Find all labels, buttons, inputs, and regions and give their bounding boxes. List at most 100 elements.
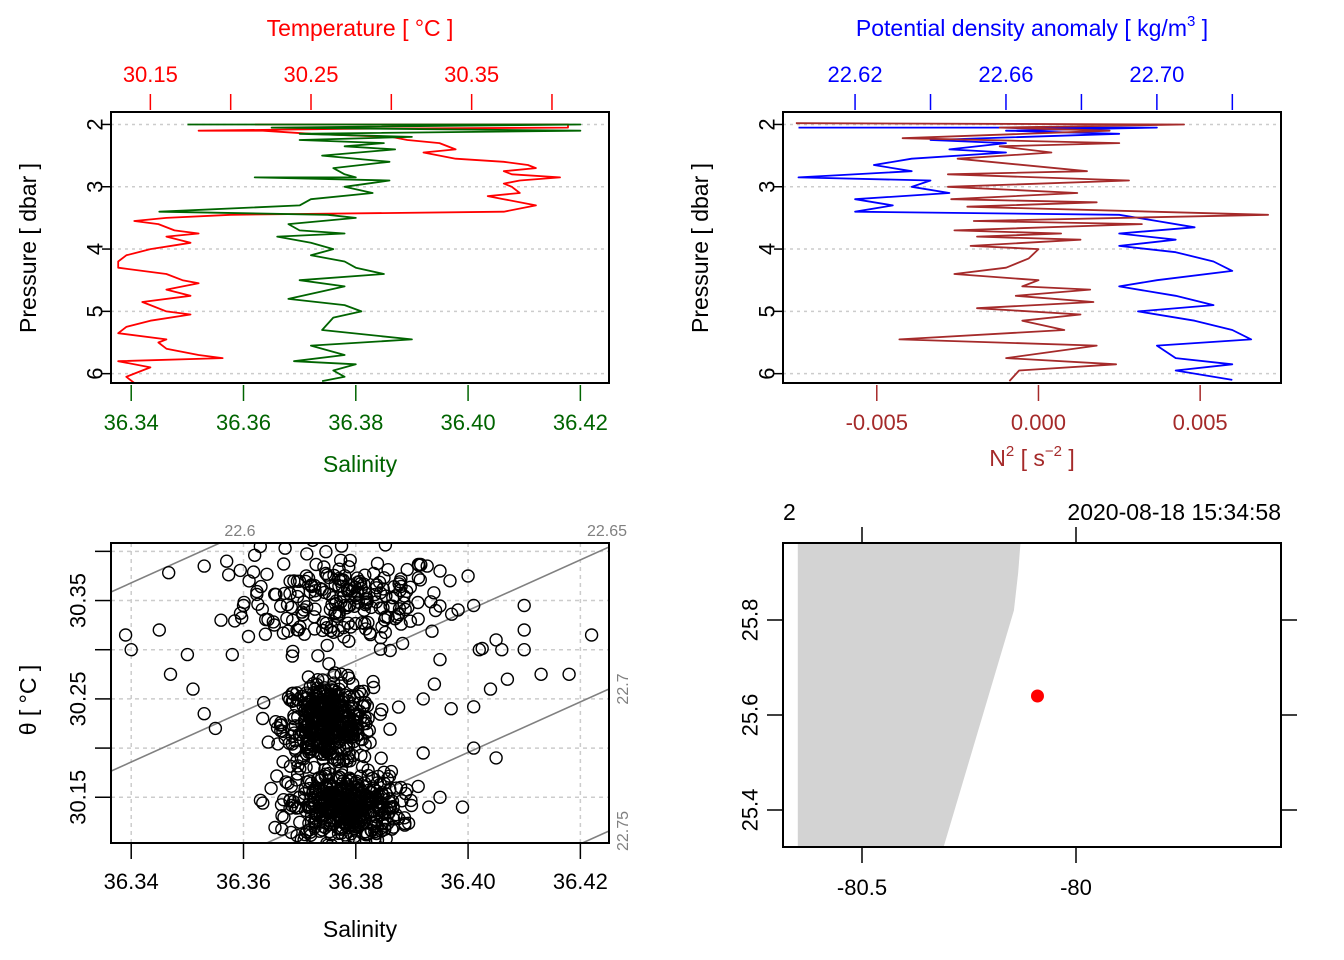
scatter-point: [264, 781, 278, 796]
scatter-point: [197, 707, 211, 721]
scatter-point: [367, 819, 381, 833]
y-axis: 2 3 4 5 6: [83, 118, 111, 380]
scatter-point: [291, 710, 305, 724]
y-tick-label: 5: [83, 305, 108, 317]
scatter-point: [329, 594, 343, 608]
bottom-tick-label: 36.36: [216, 410, 271, 435]
bottom-tick-label: 36.40: [441, 410, 496, 435]
scatter-point: [280, 597, 295, 612]
scatter-point: [152, 623, 167, 637]
bottom-tick-label: 0.005: [1173, 410, 1228, 435]
scatter-point: [334, 777, 349, 791]
scatter-point: [306, 793, 321, 808]
scatter-point: [534, 667, 548, 681]
scatter-point: [317, 731, 331, 745]
profile-density-n2-panel: 2 3 4 5 6 22.62 22.66 22.70 -0.005 0.000 0.005 P…: [687, 13, 1282, 471]
scatter-point: [301, 670, 316, 684]
scatter-point: [562, 667, 576, 681]
scatter-point: [284, 825, 298, 840]
scatter-point: [358, 597, 373, 612]
scatter-point: [312, 691, 326, 705]
scatter-point: [366, 674, 380, 689]
scatter-point: [357, 699, 371, 713]
scatter-point: [326, 625, 341, 639]
scatter-point: [333, 574, 347, 589]
scatter-point: [225, 647, 240, 662]
y-tick-label: 6: [83, 368, 108, 380]
scatter-point: [214, 613, 228, 627]
scatter-point: [302, 733, 316, 747]
scatter-point: [276, 755, 290, 769]
top-tick-label: 30.35: [444, 62, 499, 87]
scatter-point: [349, 811, 363, 826]
scatter-point: [413, 573, 427, 587]
top-tick-label: 22.62: [828, 62, 883, 87]
scatter-point: [320, 568, 334, 582]
top-axis-title: Potential density anomaly [ kg/m3 ]: [856, 13, 1208, 41]
scatter-point: [328, 792, 342, 806]
x-axis-title: Salinity: [323, 916, 398, 942]
scatter-point: [275, 809, 289, 823]
scatter-point: [386, 820, 401, 834]
axes: 36.34 36.36 36.38 36.40 36.42 30.15 30.25 30.35: [66, 550, 608, 894]
scatter-point: [427, 586, 441, 600]
scatter-point: [355, 808, 370, 822]
scatter-point: [330, 730, 344, 744]
series-line-potential-density-anomaly: [797, 126, 1253, 381]
y-tick-label: 2: [755, 118, 780, 130]
isopycnal-lines: [111, 543, 609, 843]
series-line-salinity: [158, 123, 582, 382]
scatter-point: [383, 643, 397, 658]
scatter-point: [350, 571, 364, 585]
scatter-point: [316, 801, 331, 815]
x-tick-label: -80: [1060, 875, 1092, 900]
bottom-axis-title: N2 [ s−2 ]: [989, 443, 1075, 471]
scatter-point: [370, 776, 385, 790]
scatter-point: [306, 543, 319, 547]
scatter-point: [443, 574, 457, 588]
scatter-point: [300, 850, 312, 862]
scatter-point: [433, 790, 447, 804]
scatter-point: [375, 620, 389, 634]
scatter-point: [353, 846, 365, 858]
scatter-point: [326, 712, 340, 726]
scatter-point: [394, 780, 408, 795]
scatter-point: [319, 616, 333, 630]
scatter-point: [227, 614, 242, 628]
scatter-point: [378, 543, 393, 552]
scatter-point: [411, 557, 426, 572]
scatter-point: [517, 598, 531, 613]
scatter-point: [300, 547, 314, 561]
bottom-tick-label: 36.42: [553, 410, 608, 435]
station-marker: [1030, 689, 1044, 703]
scatter-point: [342, 634, 356, 648]
bottom-tick-label: -0.005: [846, 410, 908, 435]
scatter-point: [330, 689, 344, 703]
scatter-point: [318, 762, 332, 777]
scatter-point: [326, 855, 338, 867]
scatter-point: [322, 657, 336, 671]
x-tick-label: 36.34: [104, 869, 159, 894]
scatter-point: [371, 795, 385, 809]
scatter-point: [400, 562, 414, 577]
scatter-point: [360, 591, 374, 605]
scatter-point: [467, 700, 481, 714]
scatter-point: [351, 689, 365, 703]
scatter-point: [241, 629, 256, 644]
scatter-point: [341, 616, 355, 630]
scatter-point: [363, 626, 377, 640]
scatter-point: [401, 600, 415, 615]
series-line-temperature: [117, 123, 569, 384]
scatter-point: [307, 622, 322, 636]
scatter-point: [221, 568, 236, 582]
scatter-point: [180, 647, 195, 662]
n2-title-end: ]: [1062, 445, 1075, 471]
scatter-point: [339, 818, 353, 832]
scatter-point: [314, 737, 328, 751]
x-tick-label: 36.40: [441, 869, 496, 894]
scatter-point: [311, 649, 325, 663]
grid-lines: [111, 123, 609, 375]
scatter-point: [336, 774, 350, 788]
density-title-main: Potential density anomaly [ kg/m: [856, 15, 1187, 41]
